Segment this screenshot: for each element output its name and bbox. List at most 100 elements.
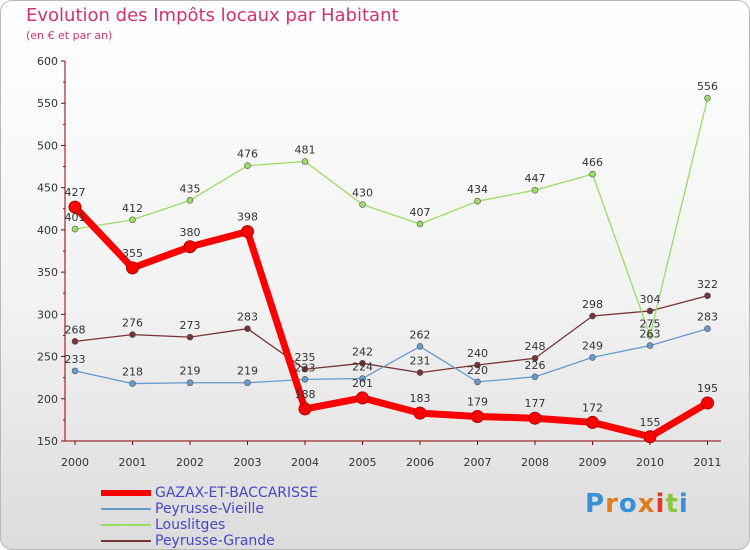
data-point-gazax: [586, 415, 599, 429]
data-point-peyrusse-grande: [589, 312, 596, 320]
y-tick-label: 150: [37, 435, 58, 448]
data-point-peyrusse-vieille: [359, 375, 366, 382]
data-label-gazax: 177: [525, 397, 546, 410]
data-point-gazax: [471, 410, 484, 424]
data-label-louslitges: 556: [697, 80, 718, 93]
x-tick-label: 2009: [579, 456, 607, 469]
data-point-peyrusse-vieille: [301, 376, 309, 383]
data-point-peyrusse-grande: [71, 338, 79, 345]
data-point-peyrusse-vieille: [129, 380, 136, 387]
y-tick-label: 500: [37, 139, 58, 152]
x-tick-label: 2010: [636, 456, 664, 469]
y-tick-label: 350: [37, 266, 58, 279]
data-label-gazax: 179: [467, 396, 488, 409]
data-point-peyrusse-vieille: [589, 354, 596, 361]
data-label-peyrusse-vieille: 219: [237, 365, 258, 378]
data-label-gazax: 172: [582, 401, 603, 414]
data-point-peyrusse-grande: [704, 292, 711, 300]
data-point-gazax: [643, 430, 657, 444]
x-tick-label: 2008: [521, 456, 549, 469]
data-point-peyrusse-vieille: [704, 325, 711, 332]
data-point-peyrusse-grande: [359, 360, 366, 367]
series-line-peyrusse-vieille: [74, 328, 709, 385]
data-label-gazax: 188: [295, 388, 316, 401]
data-point-louslitges: [129, 216, 136, 224]
data-point-louslitges: [359, 201, 366, 208]
x-tick-label: 2004: [291, 456, 319, 469]
data-label-gazax: 427: [65, 186, 86, 199]
y-tick-label: 250: [37, 351, 58, 364]
data-point-louslitges: [589, 170, 596, 178]
data-label-gazax: 155: [640, 416, 661, 429]
data-label-peyrusse-grande: 304: [640, 293, 661, 306]
data-point-louslitges: [301, 158, 309, 165]
data-point-peyrusse-vieille: [71, 367, 79, 375]
logo-letter: o: [618, 489, 638, 519]
data-label-louslitges: 407: [410, 206, 431, 219]
logo-letter: t: [665, 489, 679, 519]
data-label-peyrusse-grande: 235: [295, 351, 316, 364]
x-tick-label: 2007: [464, 456, 492, 469]
data-point-gazax: [298, 402, 312, 416]
legend-label-louslitges: Louslitges: [155, 517, 226, 533]
data-label-peyrusse-grande: 248: [525, 340, 546, 353]
data-label-peyrusse-grande: 240: [467, 347, 488, 360]
data-label-peyrusse-vieille: 263: [640, 328, 661, 341]
data-point-gazax: [528, 411, 542, 425]
data-point-peyrusse-vieille: [474, 378, 481, 386]
data-point-louslitges: [646, 332, 654, 339]
data-point-peyrusse-grande: [301, 365, 309, 373]
chart-legend: GAZAX-ET-BACCARISSE Peyrusse-Vieille Lou…: [101, 485, 401, 549]
data-point-gazax: [356, 391, 369, 405]
series-line-peyrusse-grande: [74, 295, 709, 374]
data-label-gazax: 201: [352, 377, 373, 390]
y-tick-label: 200: [37, 393, 58, 406]
x-tick-label: 2006: [406, 456, 434, 469]
data-label-louslitges: 466: [582, 156, 603, 169]
data-point-gazax: [183, 240, 197, 254]
data-label-peyrusse-vieille: 218: [122, 366, 143, 379]
data-label-peyrusse-grande: 298: [582, 298, 603, 311]
legend-swatch-louslitges: [101, 524, 151, 526]
data-label-gazax: 183: [410, 392, 431, 405]
data-label-peyrusse-vieille: 224: [352, 361, 373, 374]
data-label-peyrusse-vieille: 226: [525, 359, 546, 372]
data-label-gazax: 380: [180, 226, 201, 239]
data-label-louslitges: 430: [352, 187, 373, 200]
data-label-peyrusse-grande: 283: [237, 311, 258, 324]
data-label-gazax: 195: [697, 382, 718, 395]
y-tick-label: 600: [37, 55, 58, 68]
legend-item-gazax: GAZAX-ET-BACCARISSE: [101, 485, 401, 501]
data-label-peyrusse-grande: 242: [352, 345, 373, 358]
data-label-peyrusse-vieille: 220: [467, 364, 488, 377]
y-tick-label: 450: [37, 182, 58, 195]
data-label-louslitges: 435: [180, 182, 201, 195]
data-label-peyrusse-vieille: 262: [410, 328, 431, 341]
legend-label-peyrusse-grande: Peyrusse-Grande: [155, 533, 275, 549]
data-point-gazax: [241, 225, 254, 239]
data-point-louslitges: [704, 94, 711, 102]
data-point-gazax: [68, 200, 82, 214]
data-label-peyrusse-vieille: 223: [295, 361, 316, 374]
data-point-gazax: [126, 261, 139, 275]
y-tick-label: 300: [37, 308, 58, 321]
y-tick-label: 400: [37, 224, 58, 237]
data-point-louslitges: [416, 220, 424, 228]
logo-letter: r: [605, 489, 619, 519]
chart-title: Evolution des Impôts locaux par Habitant: [26, 5, 399, 26]
x-tick-label: 2003: [234, 456, 262, 469]
series-line-gazax: [71, 203, 711, 441]
legend-swatch-peyrusse-grande: [101, 540, 151, 542]
data-point-peyrusse-grande: [646, 307, 654, 315]
data-label-louslitges: 412: [122, 202, 143, 215]
logo-letter: i: [678, 489, 689, 519]
proxiti-logo: Proxiti: [585, 489, 689, 519]
data-point-peyrusse-vieille: [531, 373, 539, 381]
data-point-louslitges: [244, 162, 251, 170]
data-label-louslitges: 275: [640, 317, 661, 330]
data-label-gazax: 398: [237, 211, 258, 224]
legend-item-peyrusse-grande: Peyrusse-Grande: [101, 533, 401, 549]
x-tick-label: 2002: [176, 456, 204, 469]
x-tick-label: 2001: [119, 456, 147, 469]
